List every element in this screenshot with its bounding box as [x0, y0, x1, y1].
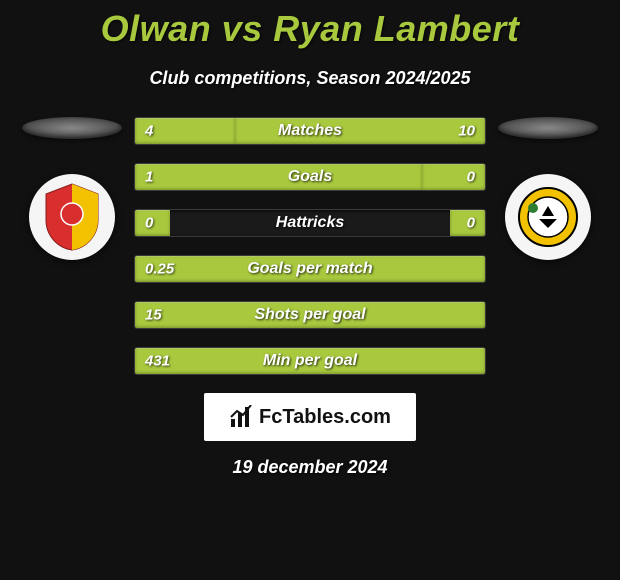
stat-label: Goals per match: [247, 260, 372, 278]
stat-value-left: 431: [145, 353, 170, 370]
subtitle: Club competitions, Season 2024/2025: [0, 68, 620, 89]
stat-row: Shots per goal 15: [134, 301, 486, 329]
stat-row: Goals per match 0.25: [134, 255, 486, 283]
stat-bar-left: [135, 164, 422, 190]
stat-row: Goals 1 0: [134, 163, 486, 191]
stat-row: Hattricks 0 0: [134, 209, 486, 237]
stat-value-left: 0.25: [145, 261, 174, 278]
club-badge-left: [29, 174, 115, 260]
left-player-ellipse: [22, 117, 122, 139]
stats-bars: Matches410Goals10Hattricks00Goals per ma…: [134, 117, 486, 375]
stat-row: Matches 4 10: [134, 117, 486, 145]
shield-icon: [42, 182, 102, 252]
stat-value-left: 1: [145, 169, 153, 186]
stat-bar-right: [422, 164, 485, 190]
stat-label: Goals: [288, 168, 332, 186]
stat-value-left: 4: [145, 123, 153, 140]
brand-text: FcTables.com: [259, 406, 391, 429]
club-badge-right: [505, 174, 591, 260]
crest-icon: [517, 186, 579, 248]
comparison-row: Matches410Goals10Hattricks00Goals per ma…: [0, 117, 620, 375]
stat-value-left: 15: [145, 307, 162, 324]
page-title: Olwan vs Ryan Lambert: [0, 0, 620, 50]
brand-logo: FcTables.com: [204, 393, 416, 441]
stat-label: Hattricks: [276, 214, 344, 232]
chart-icon: [229, 405, 253, 429]
stat-label: Matches: [278, 122, 342, 140]
stat-label: Min per goal: [263, 352, 357, 370]
stat-value-right: 0: [467, 215, 475, 232]
left-side-column: [22, 117, 122, 260]
footer-date: 19 december 2024: [0, 457, 620, 478]
stat-row: Min per goal 431: [134, 347, 486, 375]
right-side-column: [498, 117, 598, 260]
stat-label: Shots per goal: [254, 306, 365, 324]
stat-bar-right: [235, 118, 485, 144]
right-player-ellipse: [498, 117, 598, 139]
stat-value-right: 0: [467, 169, 475, 186]
stat-value-left: 0: [145, 215, 153, 232]
stat-value-right: 10: [458, 123, 475, 140]
